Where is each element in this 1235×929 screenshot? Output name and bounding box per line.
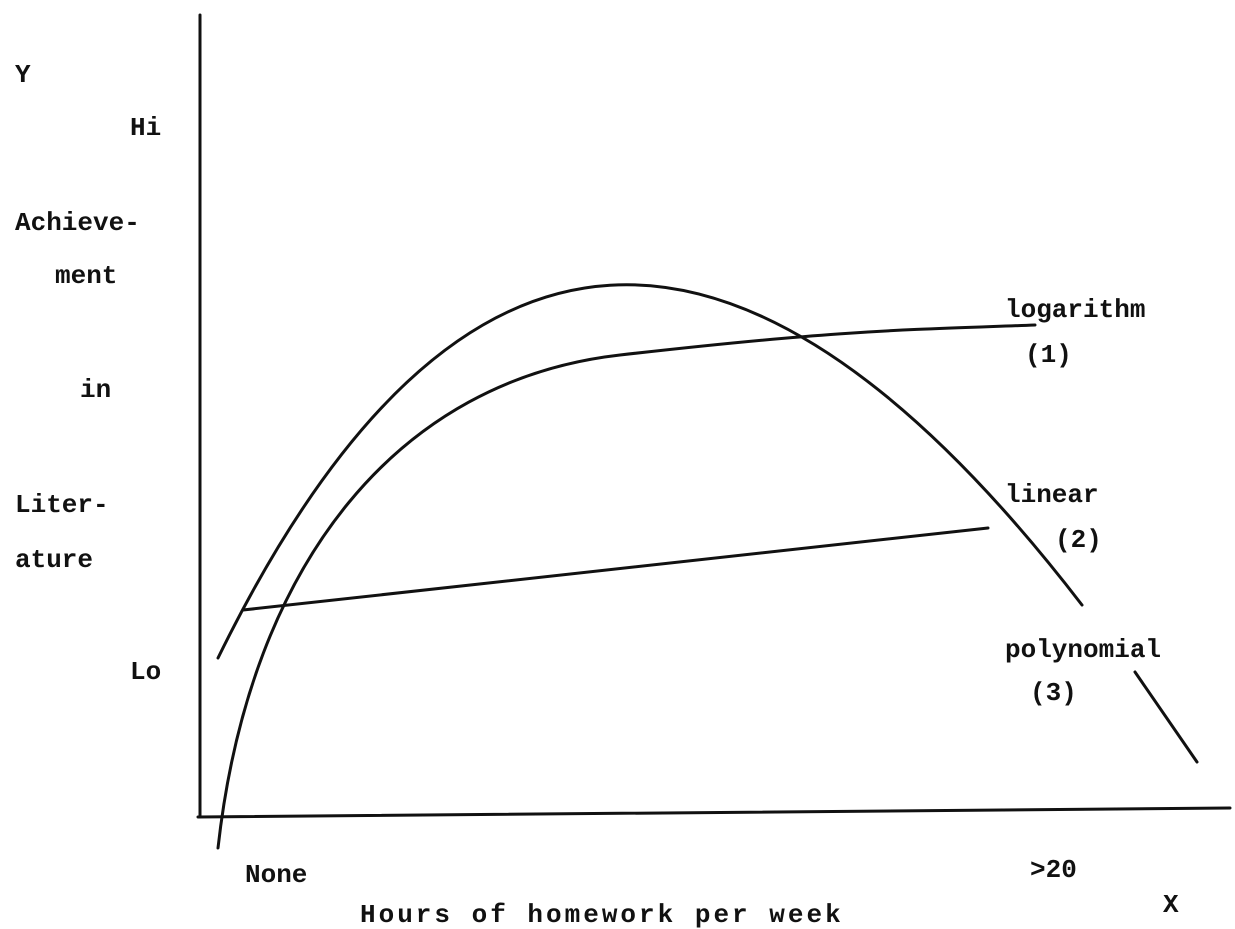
curve-name: linear (1005, 480, 1099, 510)
curve-number: (3) (1030, 678, 1077, 708)
x-title: Hours of homework per week (360, 900, 844, 929)
curve-number: (2) (1055, 525, 1102, 555)
y-title-line: ature (15, 545, 93, 575)
y-title-line: in (80, 375, 111, 405)
pointer-line (1133, 670, 1199, 764)
y-title-line: Liter- (15, 490, 109, 520)
logarithm-curve (216, 323, 1037, 850)
y-low: Lo (130, 657, 161, 687)
y-high: Hi (130, 113, 161, 143)
x-end: >20 (1030, 855, 1077, 885)
y-label: Y (15, 60, 31, 90)
y-title-line: Achieve- (15, 208, 140, 238)
curve-name: polynomial (1005, 635, 1161, 665)
polynomial-curve (216, 283, 1084, 660)
x-axis (196, 806, 1232, 819)
linear-curve (241, 526, 990, 612)
y-title-line: ment (55, 261, 117, 291)
curve-name: logarithm (1005, 295, 1145, 325)
x-label: X (1163, 890, 1179, 920)
x-start: None (245, 860, 307, 890)
curve-number: (1) (1025, 340, 1072, 370)
